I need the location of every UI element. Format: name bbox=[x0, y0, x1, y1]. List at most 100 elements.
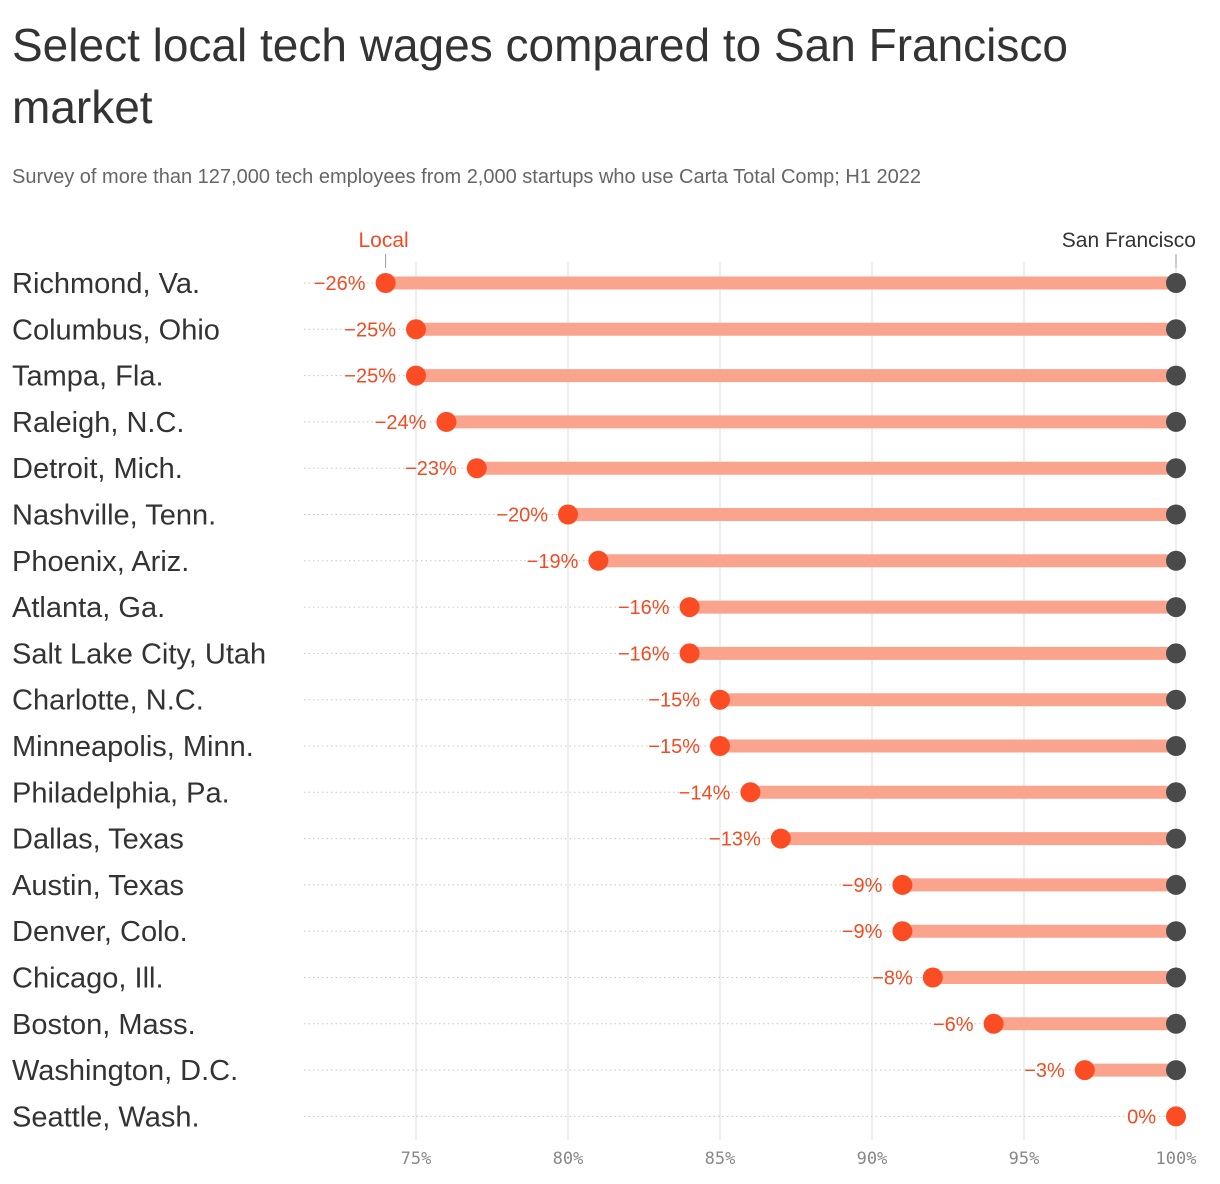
city-label: Richmond, Va. bbox=[12, 268, 200, 300]
sf-wage-dot bbox=[1166, 411, 1186, 432]
difference-label: 0% bbox=[1127, 1106, 1156, 1128]
city-label: Nashville, Tenn. bbox=[12, 500, 216, 532]
city-label: Detroit, Mich. bbox=[12, 453, 183, 485]
local-series-label: Local bbox=[358, 229, 408, 252]
chart-row: −26% Richmond, Va. bbox=[12, 268, 1186, 300]
city-label: Charlotte, N.C. bbox=[12, 685, 204, 717]
local-wage-dot bbox=[770, 828, 791, 849]
difference-label: −24% bbox=[375, 412, 427, 434]
chart-row: −6% Boston, Mass. bbox=[12, 1009, 1186, 1041]
difference-label: −25% bbox=[344, 366, 396, 388]
local-wage-dot bbox=[406, 365, 426, 386]
chart-row: −3% Washington, D.C. bbox=[12, 1055, 1186, 1087]
difference-label: −26% bbox=[314, 273, 366, 295]
city-label: Seattle, Wash. bbox=[12, 1101, 200, 1133]
chart-row: −24% Raleigh, N.C. bbox=[12, 407, 1186, 439]
chart-row: −8% Chicago, Ill. bbox=[12, 963, 1186, 995]
x-tick-label: 80% bbox=[553, 1149, 584, 1169]
x-tick-label: 100% bbox=[1156, 1149, 1197, 1169]
local-wage-dot bbox=[406, 319, 426, 340]
x-tick-label: 85% bbox=[705, 1149, 736, 1169]
difference-label: −14% bbox=[679, 782, 731, 804]
chart-row: −20% Nashville, Tenn. bbox=[12, 500, 1186, 532]
sf-wage-dot bbox=[1166, 921, 1186, 942]
sf-wage-dot bbox=[1166, 504, 1186, 525]
difference-label: −16% bbox=[618, 643, 670, 665]
chart-row: −19% Phoenix, Ariz. bbox=[12, 546, 1186, 578]
chart-row: −25% Columbus, Ohio bbox=[12, 314, 1186, 346]
chart-row: −14% Philadelphia, Pa. bbox=[12, 777, 1186, 809]
difference-label: −9% bbox=[842, 875, 883, 897]
x-tick-label: 95% bbox=[1009, 1149, 1040, 1169]
city-label: Raleigh, N.C. bbox=[12, 407, 184, 439]
difference-label: −15% bbox=[648, 690, 700, 712]
city-label: Chicago, Ill. bbox=[12, 963, 164, 995]
x-tick-label: 75% bbox=[401, 1149, 432, 1169]
city-label: Denver, Colo. bbox=[12, 916, 188, 948]
local-wage-dot bbox=[1166, 1106, 1186, 1127]
local-wage-dot bbox=[558, 504, 578, 525]
local-wage-dot bbox=[892, 921, 913, 942]
sf-series-label: San Francisco bbox=[1062, 229, 1196, 252]
chart-title: Select local tech wages compared to San … bbox=[12, 19, 1068, 133]
local-wage-dot bbox=[983, 1013, 1004, 1034]
chart-row: −23% Detroit, Mich. bbox=[12, 453, 1186, 485]
local-wage-dot bbox=[892, 874, 913, 895]
local-wage-dot bbox=[710, 736, 730, 756]
sf-wage-dot bbox=[1166, 643, 1186, 664]
sf-wage-dot bbox=[1166, 689, 1186, 710]
difference-label: −19% bbox=[527, 551, 579, 573]
chart-row: −15% Charlotte, N.C. bbox=[12, 685, 1186, 717]
difference-label: −23% bbox=[405, 458, 457, 480]
city-label: Philadelphia, Pa. bbox=[12, 777, 230, 809]
local-wage-dot bbox=[588, 550, 609, 571]
local-wage-dot bbox=[375, 273, 396, 293]
difference-label: −15% bbox=[648, 736, 700, 758]
difference-label: −6% bbox=[933, 1014, 974, 1036]
local-wage-dot bbox=[740, 782, 761, 803]
chart-row: −13% Dallas, Texas bbox=[12, 824, 1186, 856]
sf-wage-dot bbox=[1166, 273, 1186, 293]
sf-wage-dot bbox=[1166, 828, 1186, 849]
sf-wage-dot bbox=[1166, 782, 1186, 803]
chart-row: −15% Minneapolis, Minn. bbox=[12, 731, 1186, 763]
local-wage-dot bbox=[922, 967, 943, 988]
difference-label: −9% bbox=[842, 921, 883, 943]
series-headers: Local San Francisco bbox=[358, 229, 1196, 268]
local-wage-dot bbox=[710, 689, 730, 710]
sf-wage-dot bbox=[1166, 1013, 1186, 1034]
x-axis: 75% 80% 85% 90% 95% 100% bbox=[401, 1149, 1197, 1169]
sf-wage-dot bbox=[1166, 874, 1186, 895]
difference-label: −25% bbox=[344, 319, 396, 341]
local-wage-dot bbox=[679, 643, 700, 664]
sf-wage-dot bbox=[1166, 1060, 1186, 1081]
sf-wage-dot bbox=[1166, 967, 1186, 988]
city-label: Atlanta, Ga. bbox=[12, 592, 165, 624]
sf-wage-dot bbox=[1166, 597, 1186, 618]
chart-row: −16% Atlanta, Ga. bbox=[12, 592, 1186, 624]
chart-subtitle: Survey of more than 127,000 tech employe… bbox=[12, 166, 922, 188]
city-label: Tampa, Fla. bbox=[12, 361, 164, 393]
city-label: Austin, Texas bbox=[12, 870, 184, 902]
chart-row: −9% Denver, Colo. bbox=[12, 916, 1186, 948]
city-label: Phoenix, Ariz. bbox=[12, 546, 189, 578]
sf-wage-dot bbox=[1166, 319, 1186, 340]
city-label: Boston, Mass. bbox=[12, 1009, 196, 1041]
difference-label: −13% bbox=[709, 829, 761, 851]
difference-label: −3% bbox=[1024, 1060, 1065, 1082]
chart-row: −9% Austin, Texas bbox=[12, 870, 1186, 902]
x-tick-label: 90% bbox=[857, 1149, 888, 1169]
sf-wage-dot bbox=[1166, 458, 1186, 479]
city-label: Salt Lake City, Utah bbox=[12, 638, 266, 670]
chart-row: 0% Seattle, Wash. bbox=[12, 1101, 1186, 1133]
local-wage-dot bbox=[466, 458, 487, 479]
sf-wage-dot bbox=[1166, 550, 1186, 571]
local-wage-dot bbox=[679, 597, 700, 618]
difference-label: −16% bbox=[618, 597, 670, 619]
difference-label: −20% bbox=[496, 505, 548, 527]
chart-row: −25% Tampa, Fla. bbox=[12, 361, 1186, 393]
local-wage-dot bbox=[1074, 1060, 1095, 1081]
city-label: Dallas, Texas bbox=[12, 824, 184, 856]
chart-row: −16% Salt Lake City, Utah bbox=[12, 638, 1186, 670]
